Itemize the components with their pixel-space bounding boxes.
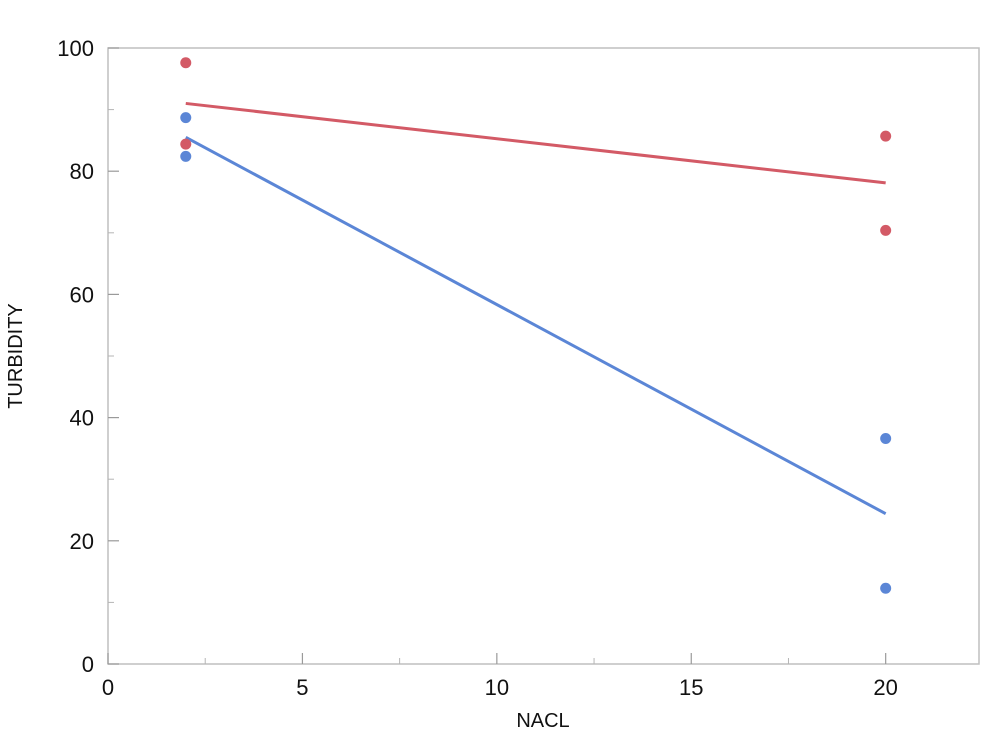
- fit-line-series-2: [185, 135, 887, 516]
- y-tick-label: 40: [70, 406, 94, 431]
- x-axis: 0 5 10 15 20: [102, 653, 898, 700]
- data-points: [180, 57, 892, 594]
- x-tick-label: 5: [296, 675, 308, 700]
- y-tick-label: 60: [70, 282, 94, 307]
- x-tick-label: 20: [873, 675, 897, 700]
- plot-frame: [107, 47, 980, 665]
- x-tick-label: 10: [485, 675, 509, 700]
- y-axis-title: TURBIDITY: [5, 303, 27, 409]
- data-point-series-2: [180, 150, 192, 162]
- x-tick-label: 0: [102, 675, 114, 700]
- data-point-series-2: [880, 582, 892, 594]
- minor-ticks: [108, 109, 789, 664]
- y-tick-label: 100: [57, 36, 94, 61]
- y-axis: 0 20 40 60 80 100: [57, 36, 119, 677]
- data-point-series-1: [180, 138, 192, 150]
- data-point-series-1: [180, 57, 192, 69]
- x-axis-title: NACL: [516, 710, 569, 732]
- data-point-series-1: [880, 224, 892, 236]
- data-point-series-2: [880, 433, 892, 445]
- x-tick-label: 15: [679, 675, 703, 700]
- y-tick-label: 20: [70, 529, 94, 554]
- data-point-series-2: [180, 112, 192, 124]
- data-point-series-1: [880, 130, 892, 142]
- y-tick-label: 0: [82, 652, 94, 677]
- fit-lines: [185, 101, 887, 516]
- fit-line-series-1: [185, 101, 886, 185]
- y-tick-label: 80: [70, 159, 94, 184]
